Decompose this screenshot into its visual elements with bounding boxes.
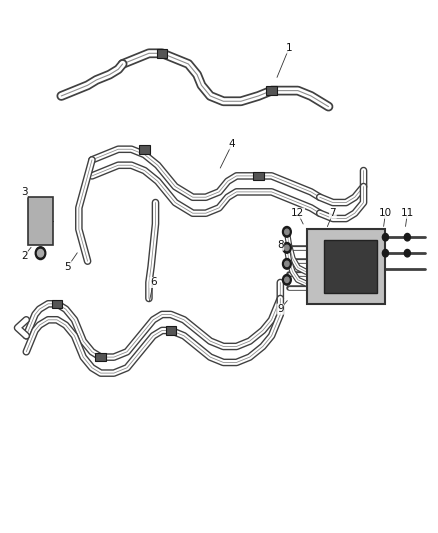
Text: 9: 9: [277, 304, 284, 314]
Circle shape: [285, 229, 289, 235]
Text: 5: 5: [64, 262, 71, 271]
Circle shape: [404, 233, 410, 241]
Circle shape: [382, 249, 389, 257]
Text: 7: 7: [329, 208, 336, 218]
Circle shape: [283, 227, 291, 237]
Text: 11: 11: [401, 208, 414, 218]
Bar: [157, 49, 167, 58]
Text: 4: 4: [229, 139, 236, 149]
FancyBboxPatch shape: [28, 197, 53, 245]
Bar: [253, 172, 264, 180]
Circle shape: [285, 277, 289, 282]
FancyBboxPatch shape: [324, 240, 377, 293]
Text: 3: 3: [21, 187, 28, 197]
Text: 8: 8: [277, 240, 284, 250]
Bar: [52, 300, 62, 308]
Circle shape: [285, 261, 289, 266]
Text: 2: 2: [21, 251, 28, 261]
Text: 10: 10: [379, 208, 392, 218]
Bar: [95, 353, 106, 361]
Circle shape: [37, 249, 44, 257]
Bar: [166, 326, 176, 335]
Circle shape: [283, 274, 291, 285]
Circle shape: [285, 245, 289, 251]
Circle shape: [283, 259, 291, 269]
Circle shape: [283, 243, 291, 253]
Text: 1: 1: [286, 43, 293, 53]
Circle shape: [382, 233, 389, 241]
Circle shape: [35, 247, 46, 260]
Bar: [266, 86, 277, 95]
Text: 12: 12: [291, 208, 304, 218]
Circle shape: [404, 249, 410, 257]
Bar: [139, 145, 150, 154]
Text: 6: 6: [150, 278, 157, 287]
FancyBboxPatch shape: [307, 229, 385, 304]
